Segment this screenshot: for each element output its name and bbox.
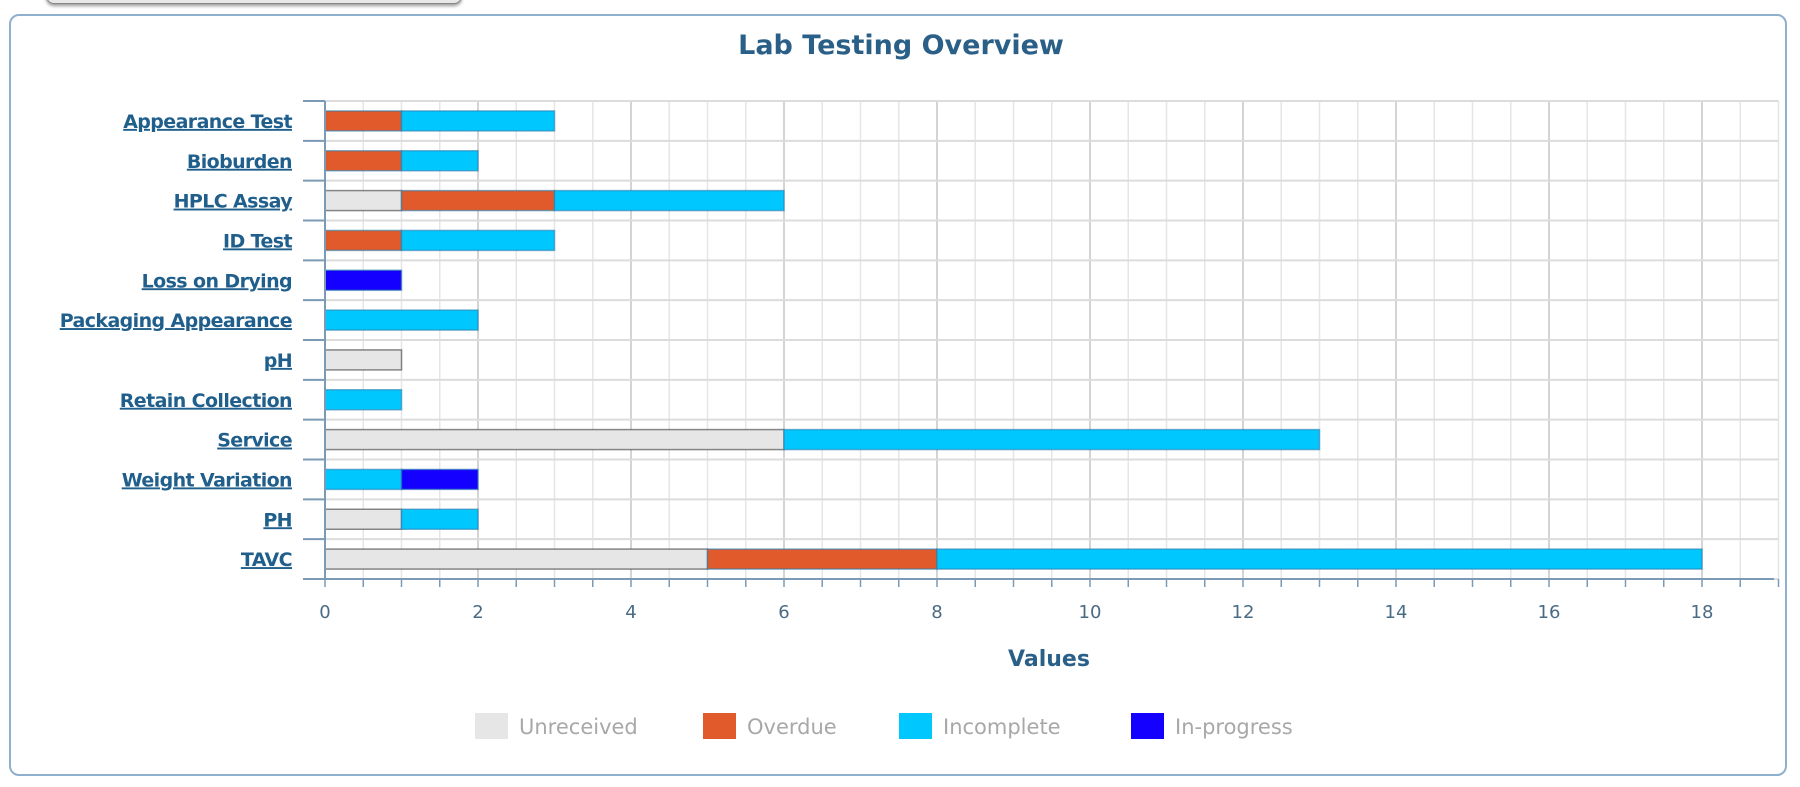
bar-incomplete-appearance-test <box>400 110 556 132</box>
bar-unreceived-ph <box>324 349 403 371</box>
bar-in-progress-loss-on-drying <box>324 269 403 291</box>
bar-overdue-bioburden <box>324 150 403 172</box>
category-label[interactable]: Weight Variation <box>122 469 293 491</box>
legend-label-in-progress[interactable]: In-progress <box>1175 715 1293 739</box>
bar-unreceived-tavc <box>324 548 709 570</box>
bar-incomplete-id-test <box>400 229 556 252</box>
bar-incomplete-retain-collection <box>324 389 403 411</box>
bar-incomplete-tavc <box>936 548 1703 570</box>
bar-in-progress-weight-variation <box>400 468 479 491</box>
chart-title: Lab Testing Overview <box>738 30 1064 61</box>
category-label[interactable]: Retain Collection <box>120 390 293 412</box>
x-tick-label: 12 <box>1232 602 1255 623</box>
x-tick-label: 14 <box>1385 602 1408 623</box>
legend-label-incomplete[interactable]: Incomplete <box>943 715 1061 739</box>
category-label[interactable]: PH <box>263 509 292 531</box>
bar-unreceived-ph <box>324 508 403 530</box>
legend-swatch-in-progress <box>1131 713 1164 739</box>
x-axis-title: Values <box>1008 647 1090 672</box>
legend-swatch-unreceived <box>475 713 508 739</box>
x-tick-label: 0 <box>319 602 330 623</box>
x-tick-label: 8 <box>931 602 942 623</box>
bar-incomplete-bioburden <box>400 150 479 172</box>
legend-label-overdue[interactable]: Overdue <box>747 715 837 739</box>
category-label[interactable]: Appearance Test <box>123 111 293 133</box>
category-label[interactable]: ID Test <box>223 230 293 252</box>
bar-unreceived-service <box>324 428 785 451</box>
bars <box>324 110 1703 570</box>
bar-incomplete-weight-variation <box>324 468 403 491</box>
x-tick-label: 6 <box>778 602 789 623</box>
x-tick-label: 4 <box>625 602 636 623</box>
legend-swatch-incomplete <box>899 713 932 739</box>
category-label[interactable]: TAVC <box>241 549 293 571</box>
bar-overdue-hplc-assay <box>400 189 556 212</box>
bar-incomplete-packaging-appearance <box>324 309 479 331</box>
x-tick-label: 18 <box>1691 602 1714 623</box>
category-label[interactable]: Packaging Appearance <box>60 310 293 332</box>
legend-swatch-overdue <box>703 713 736 739</box>
bar-overdue-id-test <box>324 229 403 252</box>
bar-overdue-tavc <box>706 548 938 570</box>
x-tick-label: 16 <box>1538 602 1561 623</box>
x-tick-label: 2 <box>472 602 483 623</box>
bar-incomplete-ph <box>400 508 479 530</box>
axes: Appearance Test Bioburden HPLC Assay ID Tes… <box>60 100 1780 623</box>
bar-unreceived-hplc-assay <box>324 189 403 212</box>
category-label[interactable]: Bioburden <box>187 151 293 173</box>
category-label[interactable]: pH <box>264 350 293 372</box>
bar-overdue-appearance-test <box>324 110 403 132</box>
x-tick-label: 10 <box>1079 602 1102 623</box>
bar-incomplete-service <box>783 428 1321 451</box>
bar-incomplete-hplc-assay <box>553 189 785 212</box>
legend-label-unreceived[interactable]: Unreceived <box>519 715 638 739</box>
grid <box>325 100 1780 580</box>
legend: Unreceived Overdue Incomplete In-progress <box>475 713 1293 739</box>
category-label[interactable]: Loss on Drying <box>142 270 293 292</box>
category-label[interactable]: HPLC Assay <box>174 191 294 213</box>
category-label[interactable]: Service <box>217 430 292 452</box>
